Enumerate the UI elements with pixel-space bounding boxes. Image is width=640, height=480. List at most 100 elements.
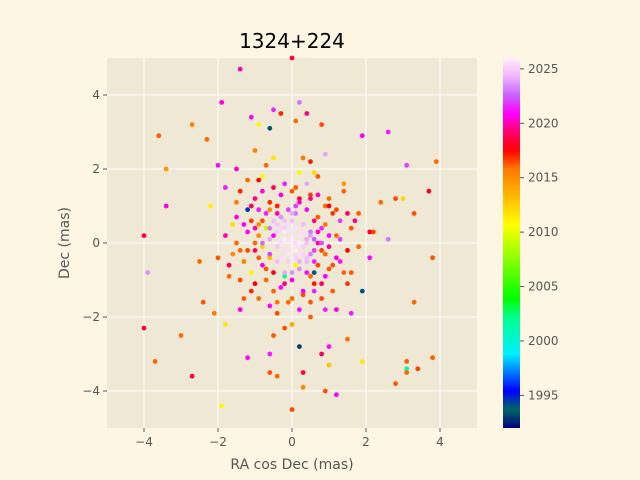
data-point [348, 225, 354, 231]
data-point [311, 259, 317, 264]
data-point [274, 222, 280, 227]
data-point [300, 370, 306, 375]
data-point [297, 100, 302, 105]
data-point [404, 162, 410, 168]
data-point [297, 199, 302, 205]
data-point [319, 281, 324, 287]
data-point [426, 188, 432, 194]
data-point [359, 133, 365, 139]
data-point [297, 344, 302, 349]
data-point [297, 170, 302, 176]
data-point [211, 310, 217, 316]
data-point [304, 181, 310, 187]
data-point [274, 244, 280, 250]
data-point [433, 159, 439, 165]
data-point [308, 192, 313, 198]
data-point [141, 325, 147, 331]
data-point [189, 122, 195, 127]
data-point [411, 211, 417, 216]
data-point [189, 373, 195, 379]
y-tick-label: −4 [82, 384, 100, 398]
data-point [404, 370, 410, 375]
data-point [215, 162, 221, 168]
data-point [282, 218, 287, 224]
data-point [271, 333, 276, 338]
data-point [308, 314, 313, 320]
data-point [289, 407, 295, 412]
data-point [311, 170, 317, 176]
data-point [308, 251, 313, 257]
data-point [223, 322, 228, 327]
data-point [311, 248, 317, 253]
data-point [285, 299, 291, 305]
data-point [285, 251, 291, 257]
data-point [152, 359, 158, 364]
data-point [234, 166, 239, 172]
data-point [285, 207, 291, 213]
data-point [326, 233, 332, 239]
data-point [385, 129, 391, 135]
data-point [348, 270, 354, 275]
data-point [304, 111, 310, 116]
data-point [267, 207, 273, 213]
data-point [248, 288, 254, 294]
colorbar-tick-label: 2015 [528, 171, 559, 185]
data-point [256, 177, 262, 183]
data-point [400, 196, 406, 202]
data-point [359, 359, 365, 364]
data-point [319, 248, 324, 253]
data-point [274, 211, 280, 216]
data-point [282, 181, 287, 187]
data-point [404, 366, 410, 372]
colorbar-ticks: 1995 2000 2005 2010 2015 2020 2025 [520, 62, 559, 402]
data-point [285, 236, 291, 242]
data-point [326, 266, 332, 272]
data-point [285, 259, 291, 264]
data-point [337, 218, 343, 224]
data-point [300, 222, 306, 227]
data-point [245, 248, 251, 253]
data-point [356, 244, 361, 250]
data-point [282, 236, 287, 242]
data-point [256, 122, 262, 127]
data-point [300, 155, 306, 161]
data-point [237, 277, 243, 283]
data-point [178, 333, 184, 338]
data-point [289, 188, 295, 194]
data-point [315, 229, 321, 235]
data-point [263, 162, 269, 168]
data-point [252, 225, 258, 231]
data-point [304, 240, 310, 246]
data-point [252, 281, 258, 287]
data-point [304, 259, 310, 264]
data-point [245, 177, 251, 183]
data-point [282, 281, 287, 287]
data-point [263, 266, 269, 272]
data-point [322, 203, 328, 209]
data-point [341, 270, 347, 275]
data-point [297, 251, 302, 257]
data-point [334, 207, 339, 213]
data-point [263, 225, 269, 231]
data-point [278, 240, 284, 246]
data-point [345, 248, 350, 253]
data-point [256, 233, 262, 239]
data-point [304, 270, 310, 275]
data-point [274, 299, 280, 305]
data-point [297, 259, 302, 264]
colorbar [503, 58, 520, 428]
data-point [252, 148, 258, 153]
data-point [267, 225, 273, 231]
data-point [430, 355, 435, 361]
data-point [248, 114, 254, 120]
data-point [285, 222, 291, 227]
data-point [308, 273, 313, 279]
data-point [282, 325, 287, 331]
x-tick-label: 2 [362, 435, 370, 449]
data-point [341, 188, 347, 194]
data-point [322, 222, 328, 227]
data-point [404, 359, 410, 364]
data-point [278, 225, 284, 231]
data-point [297, 240, 302, 246]
